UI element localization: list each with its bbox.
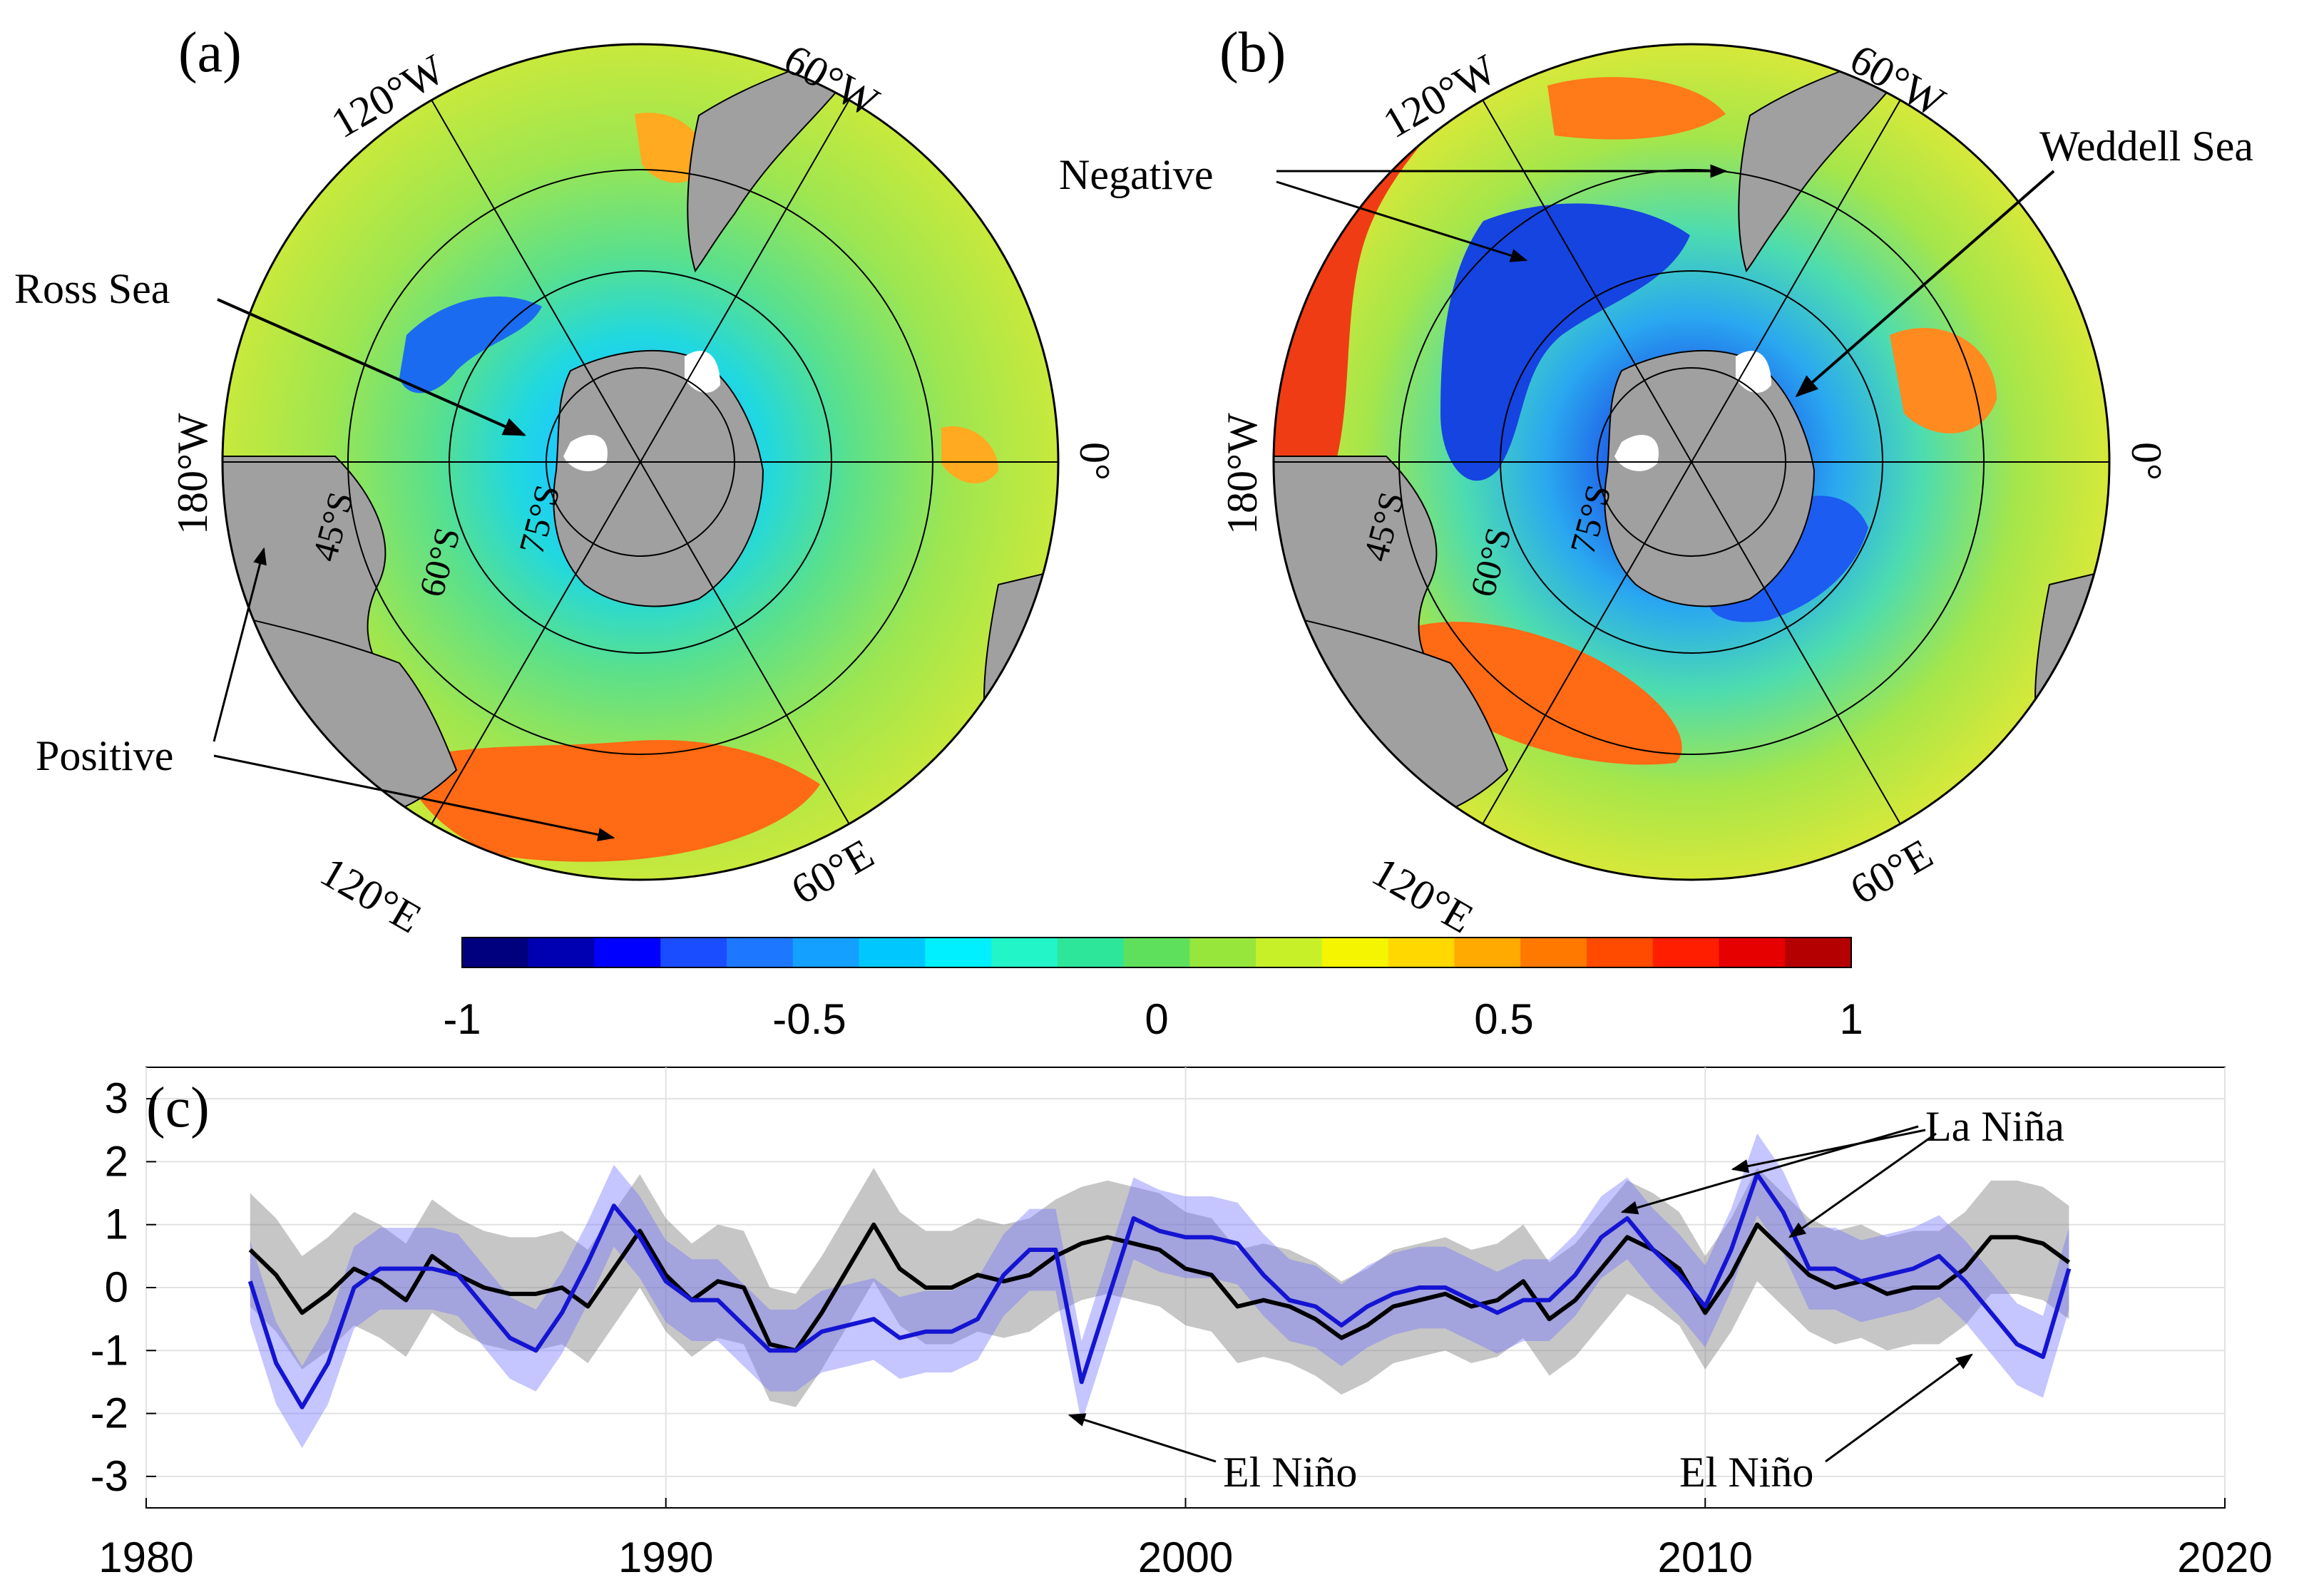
lon-label-120e: 120°E bbox=[313, 848, 429, 942]
x-tick-label: 2000 bbox=[1138, 1534, 1233, 1581]
y-tick-label: 3 bbox=[105, 1074, 128, 1122]
el-nino-arrow-1 bbox=[1068, 1413, 1217, 1463]
y-tick-label: 1 bbox=[105, 1201, 128, 1248]
uncertainty-band bbox=[250, 1133, 2069, 1449]
positive-region bbox=[1411, 622, 1682, 765]
panel-label-c: (c) bbox=[146, 1077, 210, 1139]
map-border bbox=[1272, 43, 2111, 881]
colorbar-swatch bbox=[1785, 938, 1852, 967]
colorbar-tick-label: 1 bbox=[1839, 995, 1863, 1043]
positive-arrow-2 bbox=[213, 754, 615, 842]
positive-region bbox=[941, 426, 998, 484]
positive-label: Positive bbox=[36, 732, 173, 779]
positive-region bbox=[399, 740, 820, 862]
colorbar-swatch bbox=[1520, 938, 1587, 967]
ice-shelf bbox=[685, 351, 720, 393]
colorbar-swatch bbox=[528, 938, 595, 967]
x-tick-label: 2010 bbox=[1658, 1534, 1753, 1581]
colorbar-swatch bbox=[1189, 938, 1256, 967]
colorbar-swatch bbox=[792, 938, 860, 967]
colorbar-tick-label: 0 bbox=[1145, 995, 1168, 1043]
x-tick-label: 1980 bbox=[98, 1534, 193, 1581]
positive-region bbox=[635, 113, 706, 183]
el-nino-label-2: El Niño bbox=[1679, 1449, 1813, 1496]
el-nino-arrow-2 bbox=[1825, 1353, 1973, 1463]
colorbar-swatch bbox=[727, 938, 794, 967]
map-panel-a: (a) 120°W 60°W 180°W 0° 120°E 60°E 45°S … bbox=[14, 21, 1118, 943]
time-series-plot: 1980 1990 2000 2010 2020 -3 -2 -1 0 1 2 3 (c) La Ni… bbox=[91, 1067, 2273, 1581]
colorbar-swatch bbox=[1057, 938, 1125, 967]
colorbar-swatch bbox=[1256, 938, 1323, 967]
ross-sea-label: Ross Sea bbox=[14, 265, 170, 312]
colorbar-swatch bbox=[925, 938, 992, 967]
y-tick-label: -2 bbox=[91, 1390, 128, 1437]
colorbar-swatch bbox=[1123, 938, 1190, 967]
south-america bbox=[1738, 66, 1894, 273]
negative-region bbox=[399, 296, 542, 394]
y-tick-label: -3 bbox=[91, 1452, 128, 1500]
weddell-sea-arrow bbox=[1795, 170, 2055, 398]
colorbar-swatch bbox=[859, 938, 926, 967]
la-nina-arrow-2 bbox=[1731, 1129, 1926, 1174]
colorbar-swatch bbox=[1321, 938, 1389, 967]
lon-label-180w: 180°W bbox=[1219, 413, 1266, 535]
la-nina-label: La Niña bbox=[1925, 1103, 2064, 1150]
negative-region bbox=[1440, 203, 1690, 481]
series-line bbox=[247, 1172, 2072, 1409]
colorbar-swatch bbox=[1454, 938, 1521, 967]
y-tick-label: 2 bbox=[105, 1137, 128, 1185]
el-nino-label-1: El Niño bbox=[1223, 1449, 1357, 1496]
x-tick-label: 2020 bbox=[2177, 1534, 2272, 1581]
y-tick-label: 0 bbox=[105, 1263, 128, 1311]
lon-label-0: 0° bbox=[1071, 442, 1118, 481]
positive-arrow-1 bbox=[213, 547, 267, 742]
weddell-sea-label: Weddell Sea bbox=[2039, 123, 2253, 170]
lon-label-0: 0° bbox=[2123, 442, 2170, 481]
ice-shelf bbox=[1736, 351, 1771, 393]
ross-sea-arrow bbox=[217, 298, 526, 436]
la-nina-arrow-3 bbox=[1788, 1132, 1937, 1238]
colorbar-swatch bbox=[594, 938, 661, 967]
colorbar-swatch bbox=[1586, 938, 1654, 967]
negative-label: Negative bbox=[1059, 151, 1214, 198]
colorbar-swatch bbox=[1388, 938, 1455, 967]
lon-label-120e: 120°E bbox=[1365, 848, 1481, 942]
colorbar-swatch bbox=[660, 938, 727, 967]
colorbar-tick-label: -1 bbox=[443, 995, 481, 1043]
colorbar: -1 -0.5 0 0.5 1 bbox=[443, 937, 1863, 1043]
map-border bbox=[221, 43, 1060, 881]
map-panel-b: (b) 120°W 60°W 180°W 0° 120°E 60°E 45°S … bbox=[1059, 21, 2253, 943]
positive-region bbox=[1547, 77, 1726, 140]
positive-region bbox=[1890, 328, 1997, 433]
colorbar-frame bbox=[461, 937, 1852, 968]
colorbar-swatch bbox=[1652, 938, 1719, 967]
y-tick-label: -1 bbox=[91, 1326, 128, 1374]
south-america bbox=[687, 66, 843, 273]
colorbar-tick-label: -0.5 bbox=[772, 995, 846, 1043]
lon-label-180w: 180°W bbox=[169, 413, 216, 535]
colorbar-swatch bbox=[1719, 938, 1786, 967]
negative-arrow-2 bbox=[1276, 180, 1528, 262]
colorbar-swatch bbox=[462, 938, 529, 967]
panel-label-b: (b) bbox=[1219, 21, 1286, 84]
series-line bbox=[248, 1222, 2071, 1353]
panel-label-a: (a) bbox=[178, 21, 242, 84]
x-tick-label: 1990 bbox=[618, 1534, 713, 1581]
colorbar-tick-label: 0.5 bbox=[1474, 995, 1533, 1043]
colorbar-swatch bbox=[991, 938, 1058, 967]
